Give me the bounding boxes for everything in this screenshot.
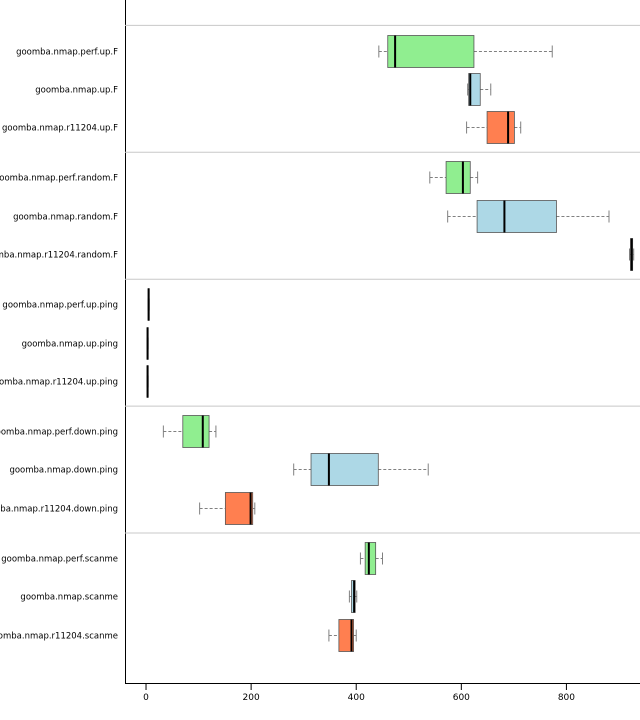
box — [182, 415, 210, 448]
box — [445, 161, 471, 194]
row-label: goomba.nmap.perf.scanme — [1, 555, 118, 565]
box — [338, 619, 354, 652]
box — [364, 542, 377, 575]
row-label: goomba.nmap.r11204.down.ping — [0, 505, 118, 515]
row-label: goomba.nmap.up.ping — [22, 340, 118, 350]
row-label: goomba.nmap.random.F — [13, 213, 118, 223]
x-tick-label: 0 — [143, 693, 149, 703]
box — [387, 35, 475, 68]
x-tick-label: 200 — [243, 693, 260, 703]
row-label: goomba.nmap.r11204.up.F — [2, 124, 118, 134]
box — [486, 111, 515, 144]
boxes — [146, 35, 635, 652]
row-label: goomba.nmap.r11204.up.ping — [0, 378, 118, 388]
row-label: goomba.nmap.r11204.random.F — [0, 251, 118, 261]
x-tick-label: 600 — [453, 693, 470, 703]
row-label: goomba.nmap.up.F — [35, 86, 118, 96]
row-label: goomba.nmap.scanme — [20, 593, 118, 603]
box — [224, 492, 254, 525]
x-tick-label: 400 — [348, 693, 365, 703]
box — [476, 200, 557, 233]
row-label: goomba.nmap.perf.down.ping — [0, 428, 118, 438]
group-dividers — [125, 24, 640, 534]
row-label: goomba.nmap.r11204.scanme — [0, 632, 118, 642]
row-label: goomba.nmap.down.ping — [9, 466, 118, 476]
box — [468, 73, 481, 106]
x-tick-label: 800 — [558, 693, 575, 703]
box — [310, 453, 379, 486]
x-axis: 0 200 400 600 800 — [143, 684, 575, 703]
row-label: goomba.nmap.perf.random.F — [0, 174, 118, 184]
row-label: goomba.nmap.perf.up.ping — [2, 301, 118, 311]
row-labels: goomba.nmap.perf.up.F goomba.nmap.up.F goo… — [0, 48, 118, 642]
row-label: goomba.nmap.perf.up.F — [16, 48, 118, 58]
